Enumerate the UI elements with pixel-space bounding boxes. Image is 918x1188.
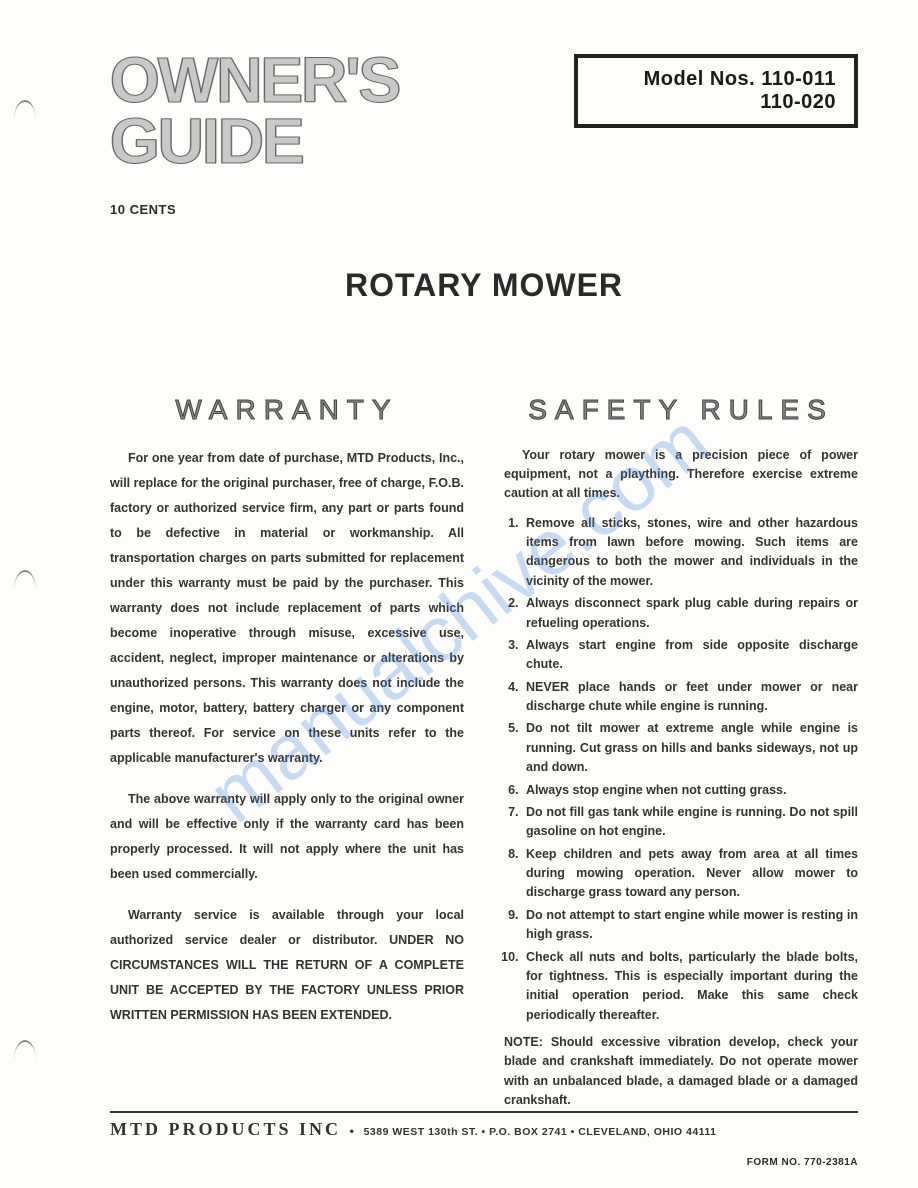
document-title: OWNER'S GUIDE: [110, 50, 574, 172]
safety-rule: Check all nuts and bolts, particularly t…: [522, 948, 858, 1026]
binding-hole-icon: [14, 100, 36, 120]
model-line-2: 110-020: [596, 91, 836, 114]
safety-rule: NEVER place hands or feet under mower or…: [522, 678, 858, 717]
safety-rule: Remove all sticks, stones, wire and othe…: [522, 514, 858, 592]
safety-note: NOTE: Should excessive vibration develop…: [504, 1033, 858, 1111]
price-label: 10 CENTS: [110, 202, 858, 217]
safety-column: SAFETY RULES Your rotary mower is a prec…: [504, 394, 858, 1124]
safety-rule: Keep children and pets away from area at…: [522, 845, 858, 903]
footer-address: 5389 WEST 130th ST. • P.O. BOX 2741 • CL…: [364, 1126, 717, 1138]
safety-rule: Always disconnect spark plug cable durin…: [522, 594, 858, 633]
safety-rules-list: Remove all sticks, stones, wire and othe…: [504, 514, 858, 1025]
footer-company: MTD PRODUCTS INC: [110, 1119, 341, 1139]
warranty-paragraph: For one year from date of purchase, MTD …: [110, 446, 464, 771]
model-line-1: Model Nos. 110-011: [596, 68, 836, 91]
product-name: ROTARY MOWER: [110, 267, 858, 304]
model-number-box: Model Nos. 110-011 110-020: [574, 54, 858, 128]
safety-rule: Do not fill gas tank while engine is run…: [522, 803, 858, 842]
safety-rule: Always start engine from side opposite d…: [522, 636, 858, 675]
binding-hole-icon: [14, 1040, 36, 1060]
page: manualchive.com OWNER'S GUIDE Model Nos.…: [0, 0, 918, 1188]
safety-heading: SAFETY RULES: [504, 394, 858, 426]
safety-rule: Always stop engine when not cutting gras…: [522, 781, 858, 800]
safety-intro: Your rotary mower is a precision piece o…: [504, 446, 858, 504]
footer: MTD PRODUCTS INC • 5389 WEST 130th ST. •…: [110, 1111, 858, 1140]
form-number: FORM NO. 770-2381A: [747, 1157, 858, 1168]
binding-hole-icon: [14, 570, 36, 590]
header: OWNER'S GUIDE Model Nos. 110-011 110-020: [110, 50, 858, 172]
safety-rule: Do not attempt to start engine while mow…: [522, 906, 858, 945]
content-columns: WARRANTY For one year from date of purch…: [110, 394, 858, 1124]
warranty-paragraph: The above warranty will apply only to th…: [110, 787, 464, 887]
warranty-paragraph: Warranty service is available through yo…: [110, 903, 464, 1028]
warranty-heading: WARRANTY: [110, 394, 464, 426]
warranty-column: WARRANTY For one year from date of purch…: [110, 394, 464, 1124]
safety-rule: Do not tilt mower at extreme angle while…: [522, 719, 858, 777]
